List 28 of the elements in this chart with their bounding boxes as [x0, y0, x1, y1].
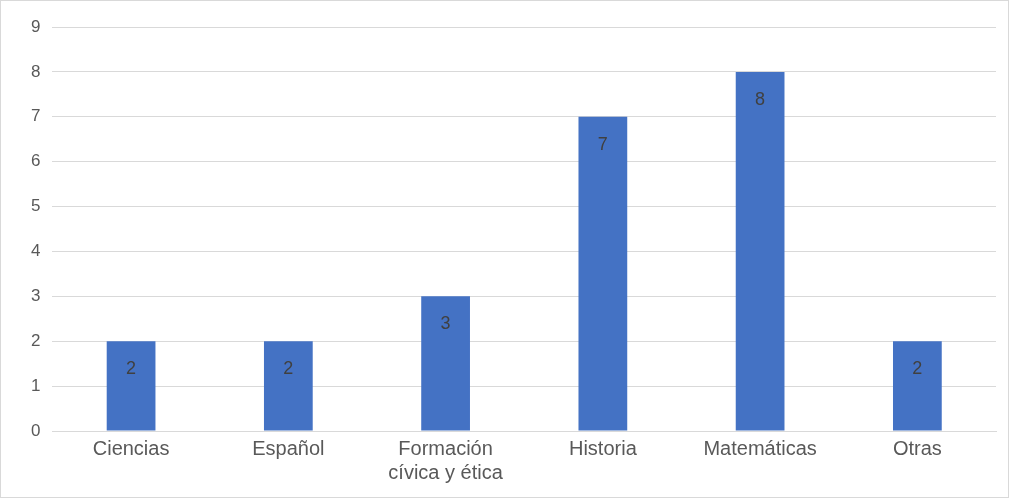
x-tick-label: Otras	[892, 436, 942, 459]
data-label: 2	[283, 358, 294, 379]
bar	[578, 116, 628, 431]
y-tick-label: 2	[30, 330, 41, 350]
y-tick-label: 0	[30, 420, 41, 440]
x-tick-label: Matemáticas	[703, 436, 817, 459]
data-label: 8	[755, 88, 766, 109]
data-label: 3	[440, 313, 451, 334]
bar	[421, 296, 470, 431]
y-tick-label: 3	[30, 286, 41, 306]
bar	[263, 341, 313, 431]
bar	[735, 71, 785, 431]
x-tick-label: Español	[252, 436, 325, 459]
y-tick-label: 1	[30, 375, 41, 395]
bar	[893, 341, 942, 431]
data-label: 2	[912, 358, 923, 379]
data-label: 7	[597, 133, 608, 154]
x-tick-label: Historia	[568, 436, 638, 459]
y-tick-label: 4	[30, 241, 41, 261]
y-tick-label: 7	[30, 106, 41, 126]
y-tick-label: 8	[30, 61, 41, 81]
data-label: 2	[126, 358, 137, 379]
y-tick-label: 6	[30, 151, 41, 171]
y-tick-label: 9	[30, 16, 41, 36]
bar	[106, 341, 156, 431]
y-tick-label: 5	[30, 196, 41, 216]
x-tick-label: Formación cívica y ética	[388, 436, 504, 483]
x-tick-label: Ciencias	[92, 436, 170, 459]
